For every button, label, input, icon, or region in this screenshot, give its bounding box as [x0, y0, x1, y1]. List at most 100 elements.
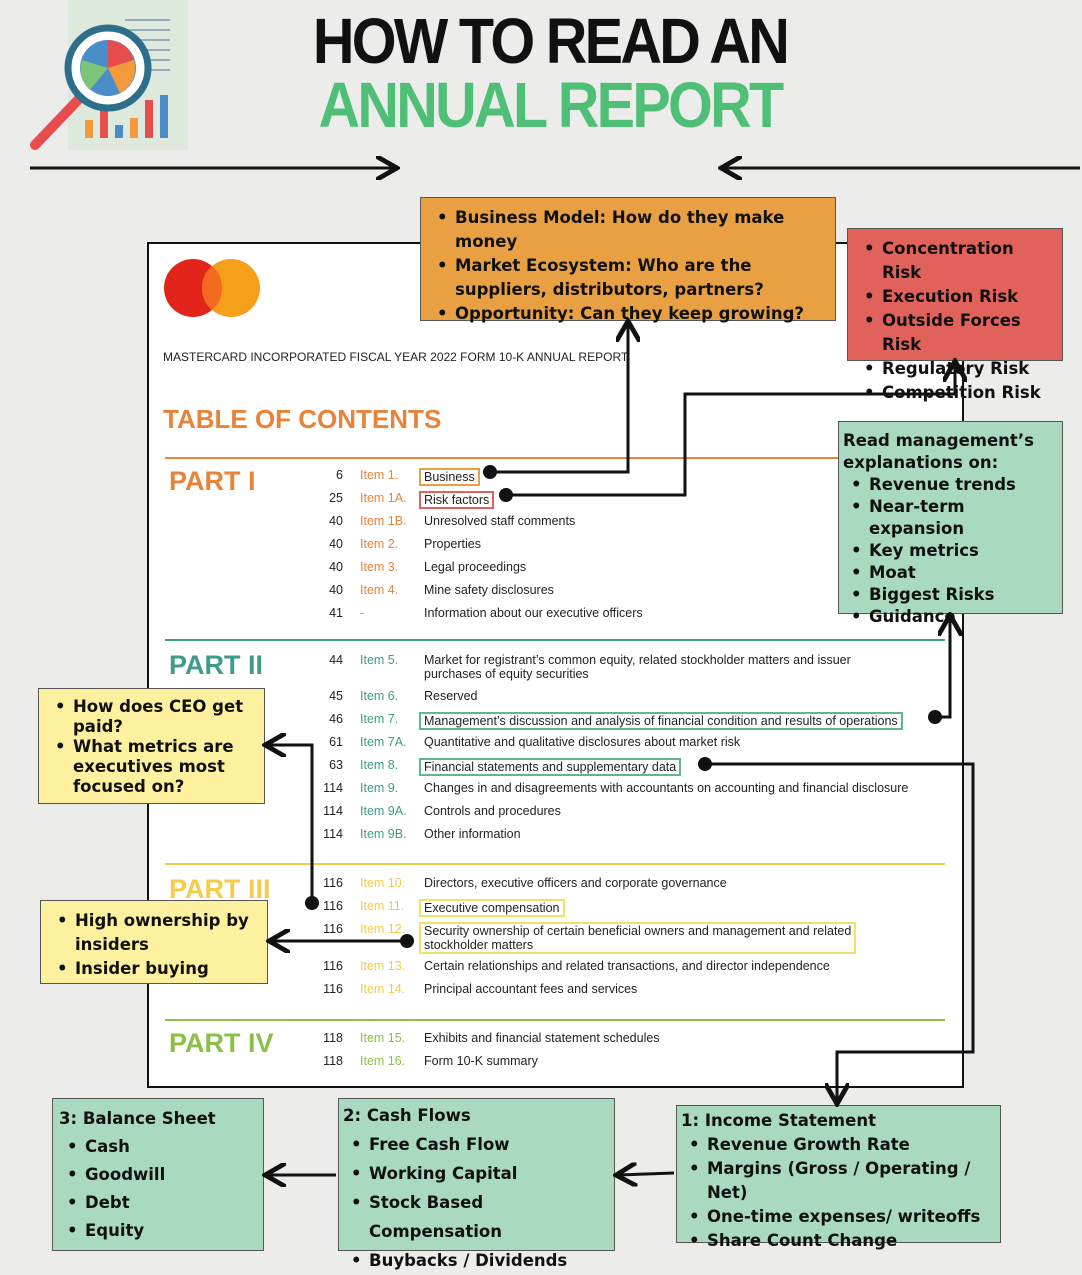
toc-title: TABLE OF CONTENTS — [163, 404, 442, 434]
toc-page: 41 — [329, 606, 343, 620]
toc-item: Item 9. — [360, 781, 399, 795]
toc-description: Legal proceedings — [424, 560, 527, 574]
toc-description: Reserved — [424, 689, 478, 703]
toc-description-wrap: Risk factors — [419, 491, 495, 509]
toc-item: Item 16. — [360, 1054, 406, 1068]
toc-description: Risk factors — [424, 493, 490, 507]
toc-description: Controls and procedures — [424, 804, 561, 818]
part-divider — [165, 457, 945, 459]
toc-page: 116 — [323, 876, 343, 890]
toc-description: Security ownership of certain beneficial… — [424, 924, 852, 938]
toc-description: Unresolved staff comments — [424, 514, 576, 528]
toc-description-wrap: Quantitative and qualitative disclosures… — [424, 735, 740, 749]
income-to-cash-arrow — [619, 1173, 675, 1175]
bullet-item: Execution Risk — [856, 285, 1054, 309]
bullet-item: Cash — [59, 1133, 257, 1161]
toc-description: Information about our executive officers — [424, 606, 643, 620]
part-label: PART III — [169, 874, 271, 904]
toc-item: Item 6. — [360, 689, 399, 703]
toc-item: Item 9A. — [360, 804, 407, 818]
toc-description: Market for registrant’s common equity, r… — [424, 653, 851, 667]
toc-description-wrap: Changes in and disagreements with accoun… — [424, 781, 908, 795]
toc-description-wrap: Controls and procedures — [424, 804, 561, 818]
toc-description-wrap: Unresolved staff comments — [424, 514, 575, 528]
toc-item: Item 9B. — [360, 827, 407, 841]
toc-item: Item 7A. — [360, 735, 407, 749]
toc-item: Item 5. — [360, 653, 399, 667]
toc-item: Item 8. — [360, 758, 399, 772]
bullet-item: Key metrics — [843, 540, 1058, 562]
toc-description-wrap: Form 10-K summary — [424, 1054, 538, 1068]
bullet-item: How does CEO get paid? — [47, 697, 256, 737]
bullet-item: Insider buying — [49, 957, 259, 981]
toc-description-wrap: Financial statements and supplementary d… — [419, 758, 682, 776]
toc-item: Item 10. — [360, 876, 406, 890]
toc-item: - — [360, 606, 365, 620]
toc-description: Certain relationships and related transa… — [424, 959, 830, 973]
toc-description-wrap: Mine safety disclosures — [424, 583, 554, 597]
toc-page: 6 — [336, 468, 343, 482]
part-divider — [165, 863, 945, 865]
toc-page: 116 — [323, 899, 343, 913]
management-heading: Read management’s explanations on: — [843, 431, 1034, 472]
part-label: PART IV — [169, 1028, 274, 1058]
bullet-item: Opportunity: Can they keep growing? — [429, 302, 827, 326]
bullet-item: Moat — [843, 562, 1058, 584]
balance-heading: 3: Balance Sheet — [59, 1109, 216, 1128]
toc-item: Item 2. — [360, 537, 399, 551]
toc-page: 40 — [329, 560, 343, 574]
toc-description-wrap: Legal proceedings — [424, 560, 526, 574]
toc-description: Other information — [424, 827, 521, 841]
bullet-item: Working Capital — [343, 1159, 610, 1188]
toc-description: Form 10-K summary — [424, 1054, 538, 1068]
toc-item: Item 12. — [360, 922, 406, 936]
financials-connector — [705, 762, 975, 1101]
management-box: Read management’s explanations on:Revenu… — [838, 421, 1063, 628]
part-divider — [165, 639, 945, 641]
toc-description-wrap: Reserved — [424, 689, 478, 703]
toc-page: 118 — [323, 1054, 343, 1068]
balance-sheet-box: 3: Balance Sheet CashGoodwillDebtEquity — [52, 1098, 264, 1251]
bullet-item: Revenue Growth Rate — [681, 1133, 996, 1157]
toc-description-wrap: Information about our executive officers — [424, 606, 643, 620]
bullet-item: Outside Forces Risk — [856, 309, 1054, 357]
toc-description: Management’s discussion and analysis of … — [424, 714, 898, 728]
toc-description: Properties — [424, 537, 481, 551]
mdna-connector — [935, 618, 950, 719]
toc-page: 40 — [329, 514, 343, 528]
bullet-item: Goodwill — [59, 1161, 257, 1189]
part-label: PART II — [169, 650, 263, 680]
toc-item: Item 13. — [360, 959, 406, 973]
toc-description-wrap: Business — [419, 468, 480, 486]
toc-description: Business — [424, 470, 475, 484]
toc-page: 40 — [329, 583, 343, 597]
toc-description-cont: purchases of equity securities — [424, 667, 589, 681]
toc-page: 44 — [329, 653, 343, 667]
toc-page: 116 — [323, 922, 343, 936]
toc-description-wrap: Properties — [424, 537, 481, 551]
toc-description-wrap: Other information — [424, 827, 521, 841]
toc-page: 63 — [329, 758, 343, 772]
bullet-item: Biggest Risks — [843, 584, 1058, 606]
toc-description: Financial statements and supplementary d… — [424, 760, 677, 774]
ownership-box: High ownership by insidersInsider buying — [40, 900, 268, 984]
toc-page: 61 — [329, 735, 343, 749]
bullet-item: Near-term expansion — [843, 496, 1058, 540]
toc-description: Quantitative and qualitative disclosures… — [424, 735, 741, 749]
toc-description-wrap: Management’s discussion and analysis of … — [419, 712, 903, 730]
magnifier-pie-chart-icon — [30, 0, 190, 152]
bullet-item: Free Cash Flow — [343, 1130, 610, 1159]
exec-comp-connector — [268, 745, 314, 903]
toc-item: Item 1. — [360, 468, 399, 482]
toc-page: 118 — [323, 1031, 343, 1045]
toc-item: Item 14. — [360, 982, 406, 996]
bullet-item: Concentration Risk — [856, 237, 1054, 285]
income-heading: 1: Income Statement — [681, 1111, 876, 1130]
toc-item: Item 4. — [360, 583, 399, 597]
toc-description: Mine safety disclosures — [424, 583, 554, 597]
toc-description: Directors, executive officers and corpor… — [424, 876, 727, 890]
title-line-1: HOW TO READ AN — [312, 5, 790, 77]
ceo-pay-box: How does CEO get paid?What metrics are e… — [38, 688, 265, 804]
toc-item: Item 1A. — [360, 491, 407, 505]
